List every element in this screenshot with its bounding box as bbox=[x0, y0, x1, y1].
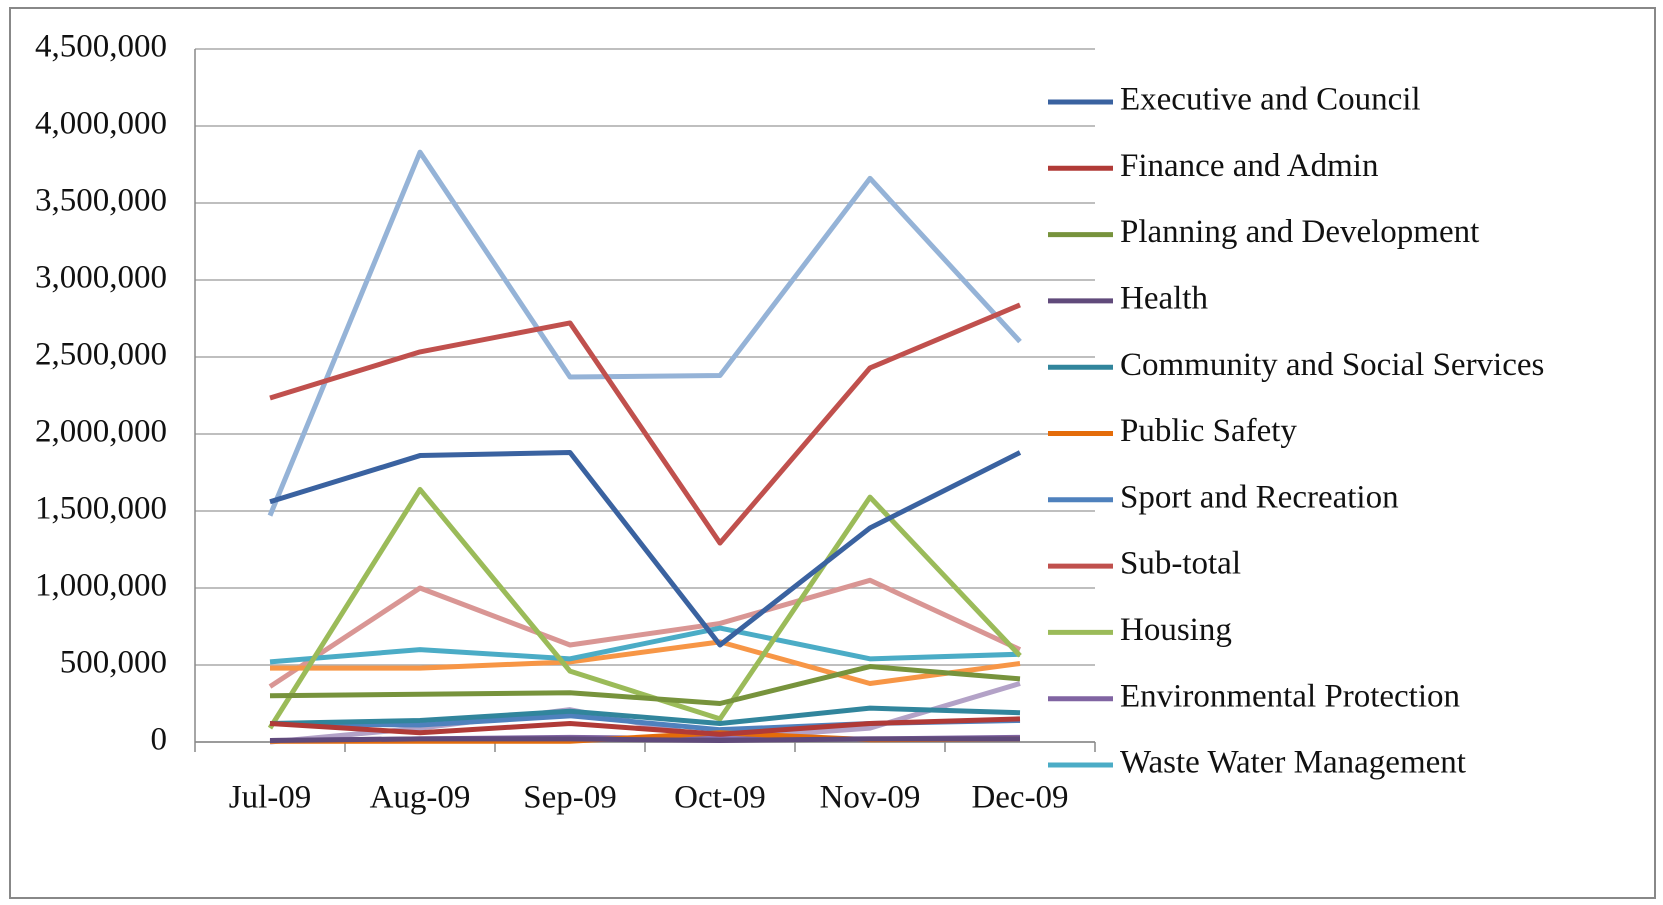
series-line bbox=[269, 705, 1021, 727]
legend-label: Executive and Council bbox=[1120, 82, 1421, 118]
series-line bbox=[269, 449, 1022, 648]
series-line bbox=[267, 486, 1022, 730]
series-line bbox=[268, 577, 1022, 689]
legend-label: Housing bbox=[1120, 612, 1232, 648]
series-line bbox=[269, 664, 1021, 706]
legend-label: Sub-total bbox=[1120, 546, 1241, 582]
legend-label: Finance and Admin bbox=[1120, 148, 1378, 184]
y-tick-label: 500,000 bbox=[60, 645, 167, 681]
y-tick-label: 4,000,000 bbox=[35, 106, 167, 142]
y-tick-label: 4,500,000 bbox=[35, 29, 167, 65]
series-line bbox=[270, 639, 1021, 686]
y-tick-label: 3,500,000 bbox=[35, 183, 167, 219]
legend-label: Health bbox=[1120, 280, 1208, 316]
x-tick-label: Jul-09 bbox=[229, 780, 312, 816]
legend-label: Public Safety bbox=[1120, 413, 1297, 449]
series-line bbox=[269, 716, 1021, 737]
y-tick-label: 3,000,000 bbox=[35, 260, 167, 296]
x-tick-label: Nov-09 bbox=[820, 780, 921, 816]
x-tick-label: Sep-09 bbox=[523, 780, 617, 816]
y-tick-label: 2,500,000 bbox=[35, 337, 167, 373]
y-tick-label: 0 bbox=[151, 722, 168, 758]
x-tick-label: Oct-09 bbox=[674, 780, 766, 816]
y-tick-label: 2,000,000 bbox=[35, 414, 167, 450]
legend-label: Waste Water Management bbox=[1120, 745, 1466, 781]
y-tick-label: 1,000,000 bbox=[35, 568, 167, 604]
y-tick-label: 1,500,000 bbox=[35, 491, 167, 527]
series-line bbox=[269, 302, 1021, 546]
series-line bbox=[269, 625, 1021, 665]
legend-label: Environmental Protection bbox=[1120, 678, 1460, 714]
x-tick-label: Dec-09 bbox=[971, 780, 1068, 816]
legend-label: Planning and Development bbox=[1120, 214, 1479, 250]
series-line bbox=[267, 149, 1022, 517]
legend-label: Community and Social Services bbox=[1120, 347, 1544, 383]
x-tick-label: Aug-09 bbox=[370, 780, 471, 816]
series-line bbox=[269, 736, 1020, 743]
frame bbox=[9, 7, 1656, 899]
legend-label: Sport and Recreation bbox=[1120, 479, 1399, 515]
